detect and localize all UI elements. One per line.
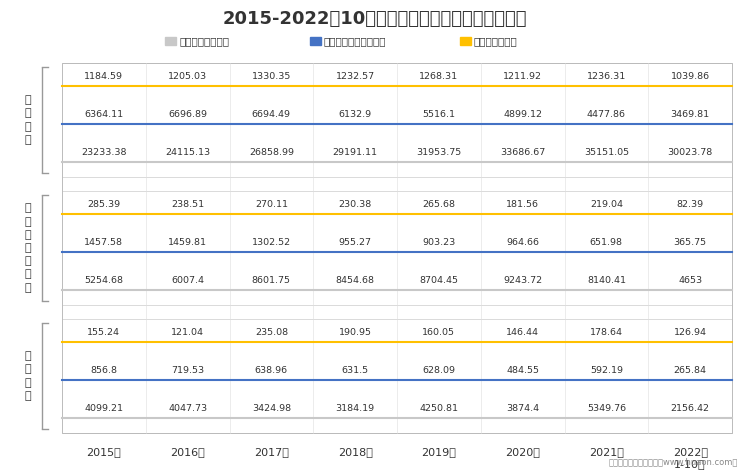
Text: 4653: 4653	[678, 276, 702, 285]
Text: 964.66: 964.66	[506, 238, 539, 247]
Text: 2015年: 2015年	[86, 447, 122, 457]
Text: 5516.1: 5516.1	[422, 110, 455, 119]
Bar	[310, 37, 321, 45]
Text: 270.11: 270.11	[255, 200, 288, 209]
Text: 638.96: 638.96	[255, 366, 288, 375]
Text: 155.24: 155.24	[87, 328, 120, 337]
Text: 265.84: 265.84	[674, 366, 706, 375]
Text: 146.44: 146.44	[506, 328, 539, 337]
Text: 190.95: 190.95	[339, 328, 372, 337]
Text: 5349.76: 5349.76	[586, 404, 626, 413]
Text: 1457.58: 1457.58	[84, 238, 123, 247]
Text: 82.39: 82.39	[676, 200, 703, 209]
Text: 施
工
面
积: 施 工 面 积	[25, 95, 32, 145]
Text: 1302.52: 1302.52	[252, 238, 291, 247]
Text: 2020年: 2020年	[506, 447, 540, 457]
Text: 1232.57: 1232.57	[335, 72, 375, 81]
Text: 719.53: 719.53	[171, 366, 204, 375]
Text: 1211.92: 1211.92	[503, 72, 542, 81]
Text: 651.98: 651.98	[590, 238, 622, 247]
Text: 商业营业用房（万㎡）: 商业营业用房（万㎡）	[324, 36, 386, 46]
Text: 2022年
1-10月: 2022年 1-10月	[673, 447, 708, 469]
Text: 24115.13: 24115.13	[165, 148, 210, 157]
Text: 8601.75: 8601.75	[252, 276, 291, 285]
Text: 2018年: 2018年	[338, 447, 373, 457]
Text: 3184.19: 3184.19	[335, 404, 375, 413]
Text: 商品住宅（万㎡）: 商品住宅（万㎡）	[179, 36, 229, 46]
Text: 26858.99: 26858.99	[249, 148, 294, 157]
Text: 2015-2022年10月安徽房地产各类型房屋施工情况: 2015-2022年10月安徽房地产各类型房屋施工情况	[223, 10, 527, 28]
Text: 6132.9: 6132.9	[338, 110, 372, 119]
Text: 2021年: 2021年	[589, 447, 624, 457]
Text: 235.08: 235.08	[255, 328, 288, 337]
Text: 126.94: 126.94	[674, 328, 706, 337]
Text: 4047.73: 4047.73	[168, 404, 207, 413]
Text: 2016年: 2016年	[170, 447, 205, 457]
Text: 4250.81: 4250.81	[419, 404, 458, 413]
Text: 3469.81: 3469.81	[670, 110, 710, 119]
Text: 30023.78: 30023.78	[668, 148, 712, 157]
Text: 3424.98: 3424.98	[252, 404, 291, 413]
Text: 1268.31: 1268.31	[419, 72, 458, 81]
Text: 121.04: 121.04	[171, 328, 204, 337]
Text: 1205.03: 1205.03	[168, 72, 207, 81]
Text: 29191.11: 29191.11	[333, 148, 377, 157]
Text: 制图：华经产业研究院（www.huaon.com）: 制图：华经产业研究院（www.huaon.com）	[609, 457, 738, 466]
Text: 9243.72: 9243.72	[503, 276, 542, 285]
Text: 3874.4: 3874.4	[506, 404, 539, 413]
Text: 5254.68: 5254.68	[84, 276, 123, 285]
Text: 2156.42: 2156.42	[670, 404, 710, 413]
Text: 230.38: 230.38	[338, 200, 372, 209]
Text: 484.55: 484.55	[506, 366, 539, 375]
Text: 35151.05: 35151.05	[584, 148, 629, 157]
Text: 955.27: 955.27	[339, 238, 372, 247]
Text: 592.19: 592.19	[590, 366, 622, 375]
Text: 238.51: 238.51	[171, 200, 204, 209]
Text: 31953.75: 31953.75	[416, 148, 461, 157]
Text: 628.09: 628.09	[422, 366, 455, 375]
Text: 285.39: 285.39	[87, 200, 121, 209]
Text: 178.64: 178.64	[590, 328, 622, 337]
Bar	[62, 63, 732, 433]
Text: 8454.68: 8454.68	[336, 276, 375, 285]
Text: 631.5: 631.5	[341, 366, 369, 375]
Text: 1459.81: 1459.81	[168, 238, 207, 247]
Text: 6694.49: 6694.49	[252, 110, 291, 119]
Text: 219.04: 219.04	[590, 200, 622, 209]
Text: 办公楼（万㎡）: 办公楼（万㎡）	[474, 36, 518, 46]
Text: 265.68: 265.68	[422, 200, 455, 209]
Text: 8140.41: 8140.41	[586, 276, 626, 285]
Text: 1236.31: 1236.31	[586, 72, 626, 81]
Text: 1039.86: 1039.86	[670, 72, 710, 81]
Text: 4899.12: 4899.12	[503, 110, 542, 119]
Bar	[460, 37, 471, 45]
Text: 160.05: 160.05	[422, 328, 455, 337]
Text: 竣
工
面
积: 竣 工 面 积	[25, 351, 32, 401]
Text: 8704.45: 8704.45	[419, 276, 458, 285]
Text: 856.8: 856.8	[90, 366, 117, 375]
Text: 903.23: 903.23	[422, 238, 455, 247]
Text: 1330.35: 1330.35	[252, 72, 291, 81]
Text: 181.56: 181.56	[506, 200, 539, 209]
Text: 2019年: 2019年	[422, 447, 456, 457]
Text: 2017年: 2017年	[254, 447, 289, 457]
Text: 1184.59: 1184.59	[84, 72, 123, 81]
Text: 6364.11: 6364.11	[84, 110, 124, 119]
Text: 新
开
工
施
工
面
积: 新 开 工 施 工 面 积	[25, 203, 32, 292]
Text: 4477.86: 4477.86	[586, 110, 626, 119]
Text: 6007.4: 6007.4	[171, 276, 204, 285]
Text: 4099.21: 4099.21	[84, 404, 123, 413]
Text: 6696.89: 6696.89	[168, 110, 207, 119]
Bar	[165, 37, 176, 45]
Text: 365.75: 365.75	[674, 238, 706, 247]
Text: 33686.67: 33686.67	[500, 148, 545, 157]
Text: 23233.38: 23233.38	[81, 148, 127, 157]
